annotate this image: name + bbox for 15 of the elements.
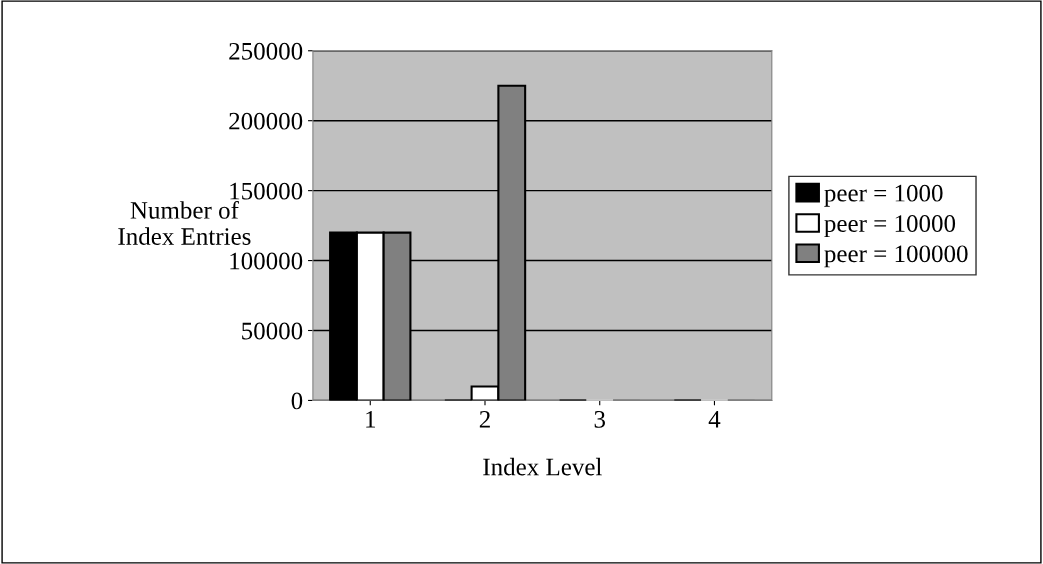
y-tick-label: 50000: [242, 322, 303, 340]
legend-label: peer = 100000: [824, 245, 968, 268]
x-tick-label: 4: [708, 411, 721, 428]
y-tick-label: 150000: [230, 182, 303, 200]
x-axis-title: Index Level: [483, 457, 602, 476]
legend-label: peer = 1000: [824, 184, 943, 207]
y-tick-label: 0: [291, 392, 303, 410]
y-tick-label: 100000: [230, 252, 303, 270]
x-tick-label: 1: [366, 411, 376, 428]
y-tick-label: 250000: [229, 42, 303, 60]
y-tick-label: 200000: [229, 112, 303, 130]
x-tick-label: 3: [594, 410, 605, 428]
y-axis-title: Number of Index Entries: [118, 200, 251, 245]
legend-label: peer = 10000: [824, 215, 956, 238]
x-tick-label: 2: [479, 410, 490, 428]
